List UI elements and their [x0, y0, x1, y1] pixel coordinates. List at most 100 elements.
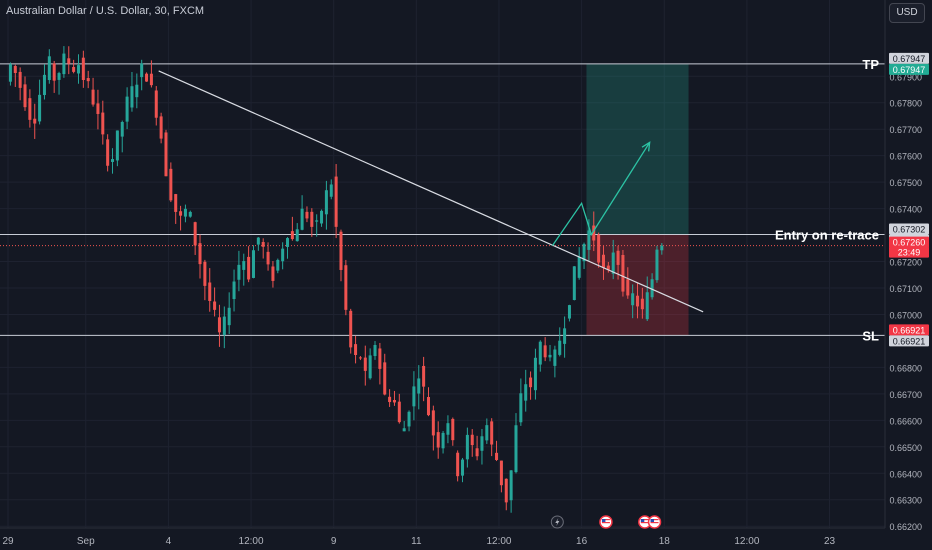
candle-body [247, 256, 251, 280]
candle-body [567, 305, 571, 319]
candle-body [295, 229, 299, 242]
candle-body [582, 244, 586, 262]
candle-body [611, 252, 615, 274]
candle-body [485, 425, 489, 441]
candle-body [412, 386, 416, 407]
us-flag-stripe [640, 519, 649, 521]
candle-body [358, 357, 362, 359]
y-tick-label: 0.66300 [889, 496, 922, 506]
candle-body [572, 266, 576, 301]
candle-body [315, 220, 319, 222]
candle-body [470, 434, 474, 446]
candle-body [261, 242, 265, 247]
candle-body [621, 254, 625, 292]
candle-body [592, 225, 596, 241]
price-label-text: 23:49 [898, 248, 921, 258]
candle-body [140, 63, 144, 78]
candle-body [456, 452, 460, 477]
candle-body [407, 411, 411, 427]
candle-body [495, 452, 499, 460]
candle-body [529, 377, 533, 388]
candle-body [465, 434, 469, 460]
y-tick-label: 0.66800 [889, 363, 922, 373]
price-label-text: 0.67260 [893, 238, 926, 248]
candle-body [636, 295, 640, 307]
us-flag-canton [650, 519, 655, 522]
price-label-box [889, 246, 929, 258]
candle-body [426, 396, 430, 416]
candle-body [533, 357, 537, 391]
price-label-box [889, 335, 929, 347]
candle-body [101, 112, 105, 135]
price-label-text: 0.66921 [893, 325, 926, 335]
descending-trendline[interactable] [158, 70, 704, 313]
candle-body [242, 261, 246, 270]
price-label-box [889, 52, 929, 64]
x-tick-label: 23 [824, 536, 836, 547]
y-tick-label: 0.67100 [889, 284, 922, 294]
candle-body [227, 307, 231, 326]
candle-body [222, 316, 226, 335]
candle-body [33, 118, 37, 124]
candle-body [310, 211, 314, 227]
take-profit-zone[interactable] [586, 63, 689, 235]
y-tick-label: 0.67700 [889, 125, 922, 135]
candle-body [120, 121, 124, 137]
candle-body [563, 328, 567, 344]
price-axis[interactable] [885, 0, 932, 550]
candle-body [115, 130, 119, 161]
candle-body [324, 190, 328, 215]
candle-body [616, 250, 620, 265]
candle-body [67, 58, 71, 64]
candle-body [524, 384, 528, 401]
candle-body [217, 317, 221, 333]
projection-path[interactable] [551, 142, 651, 247]
us-flag-stripe [601, 522, 610, 524]
candle-body [179, 211, 183, 216]
candle-body [208, 282, 212, 301]
candle-body [606, 265, 610, 270]
level-label-entry: Entry on re-trace [775, 228, 879, 243]
candle-body [203, 261, 207, 286]
x-tick-label: 16 [576, 536, 588, 547]
y-tick-label: 0.66400 [889, 469, 922, 479]
candle-body [52, 63, 56, 81]
price-label-box [889, 324, 929, 336]
candle-body [81, 57, 85, 80]
price-label-text: 0.67302 [893, 225, 926, 235]
candle-body [72, 67, 76, 72]
y-tick-label: 0.67800 [889, 99, 922, 109]
candle-body [436, 432, 440, 448]
candle-body [193, 222, 197, 246]
price-label-text: 0.66921 [893, 336, 926, 346]
x-tick-label: 18 [659, 536, 671, 547]
candle-body [601, 254, 605, 268]
candle-body [431, 410, 435, 436]
candle-body [237, 264, 241, 280]
candle-body [373, 344, 377, 357]
projection-arrowhead [641, 141, 651, 152]
y-tick-label: 0.66500 [889, 443, 922, 453]
candle-body [154, 90, 158, 118]
candle-body [183, 208, 187, 217]
price-label-box [889, 236, 929, 248]
us-flag-canton [601, 519, 606, 522]
currency-button[interactable]: USD [889, 3, 925, 23]
candle-body [42, 74, 46, 96]
candle-body [587, 230, 591, 250]
candle-body [106, 139, 110, 166]
us-flag-stripe [640, 522, 649, 524]
candle-body [446, 423, 450, 435]
candle-body [344, 265, 348, 310]
candle-body [305, 211, 309, 219]
x-tick-label: 12:00 [486, 536, 511, 547]
y-tick-label: 0.66200 [889, 522, 922, 532]
candle-body [363, 357, 367, 371]
candle-body [650, 279, 654, 298]
candle-body [281, 248, 285, 262]
candle-body [149, 73, 153, 86]
candle-body [198, 243, 202, 265]
